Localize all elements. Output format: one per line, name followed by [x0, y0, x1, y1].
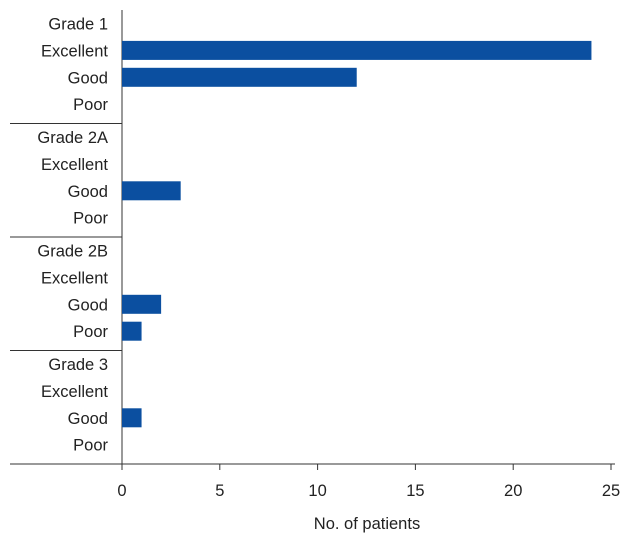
- category-label: Excellent: [41, 156, 108, 174]
- category-label: Poor: [73, 96, 108, 114]
- x-tick-label: 15: [406, 482, 424, 500]
- category-label: Poor: [73, 323, 108, 341]
- bar: [122, 40, 592, 60]
- bar: [122, 67, 357, 87]
- group-label: Grade 3: [48, 356, 108, 374]
- category-label: Good: [68, 296, 108, 314]
- x-tick-label: 10: [308, 482, 326, 500]
- category-label: Poor: [73, 437, 108, 455]
- group-label: Grade 1: [48, 16, 108, 34]
- category-label: Good: [68, 69, 108, 87]
- bar: [122, 181, 181, 201]
- bar: [122, 294, 162, 314]
- category-label: Good: [68, 410, 108, 428]
- x-tick-label: 5: [215, 482, 224, 500]
- bar: [122, 321, 142, 341]
- plot-area: Grade 1 Excellent Good Poor Grade 2A Excellen…: [10, 10, 620, 500]
- category-label: Good: [68, 183, 108, 201]
- category-label: Excellent: [41, 383, 108, 401]
- x-axis-label: No. of patients: [314, 515, 420, 533]
- category-label: Poor: [73, 210, 108, 228]
- category-label: Excellent: [41, 42, 108, 60]
- x-tick-label: 25: [602, 482, 620, 500]
- category-label: Excellent: [41, 269, 108, 287]
- x-tick-label: 0: [117, 482, 126, 500]
- bar: [122, 408, 142, 428]
- group-label: Grade 2A: [37, 129, 108, 147]
- group-label: Grade 2B: [37, 243, 108, 261]
- x-tick-label: 20: [504, 482, 522, 500]
